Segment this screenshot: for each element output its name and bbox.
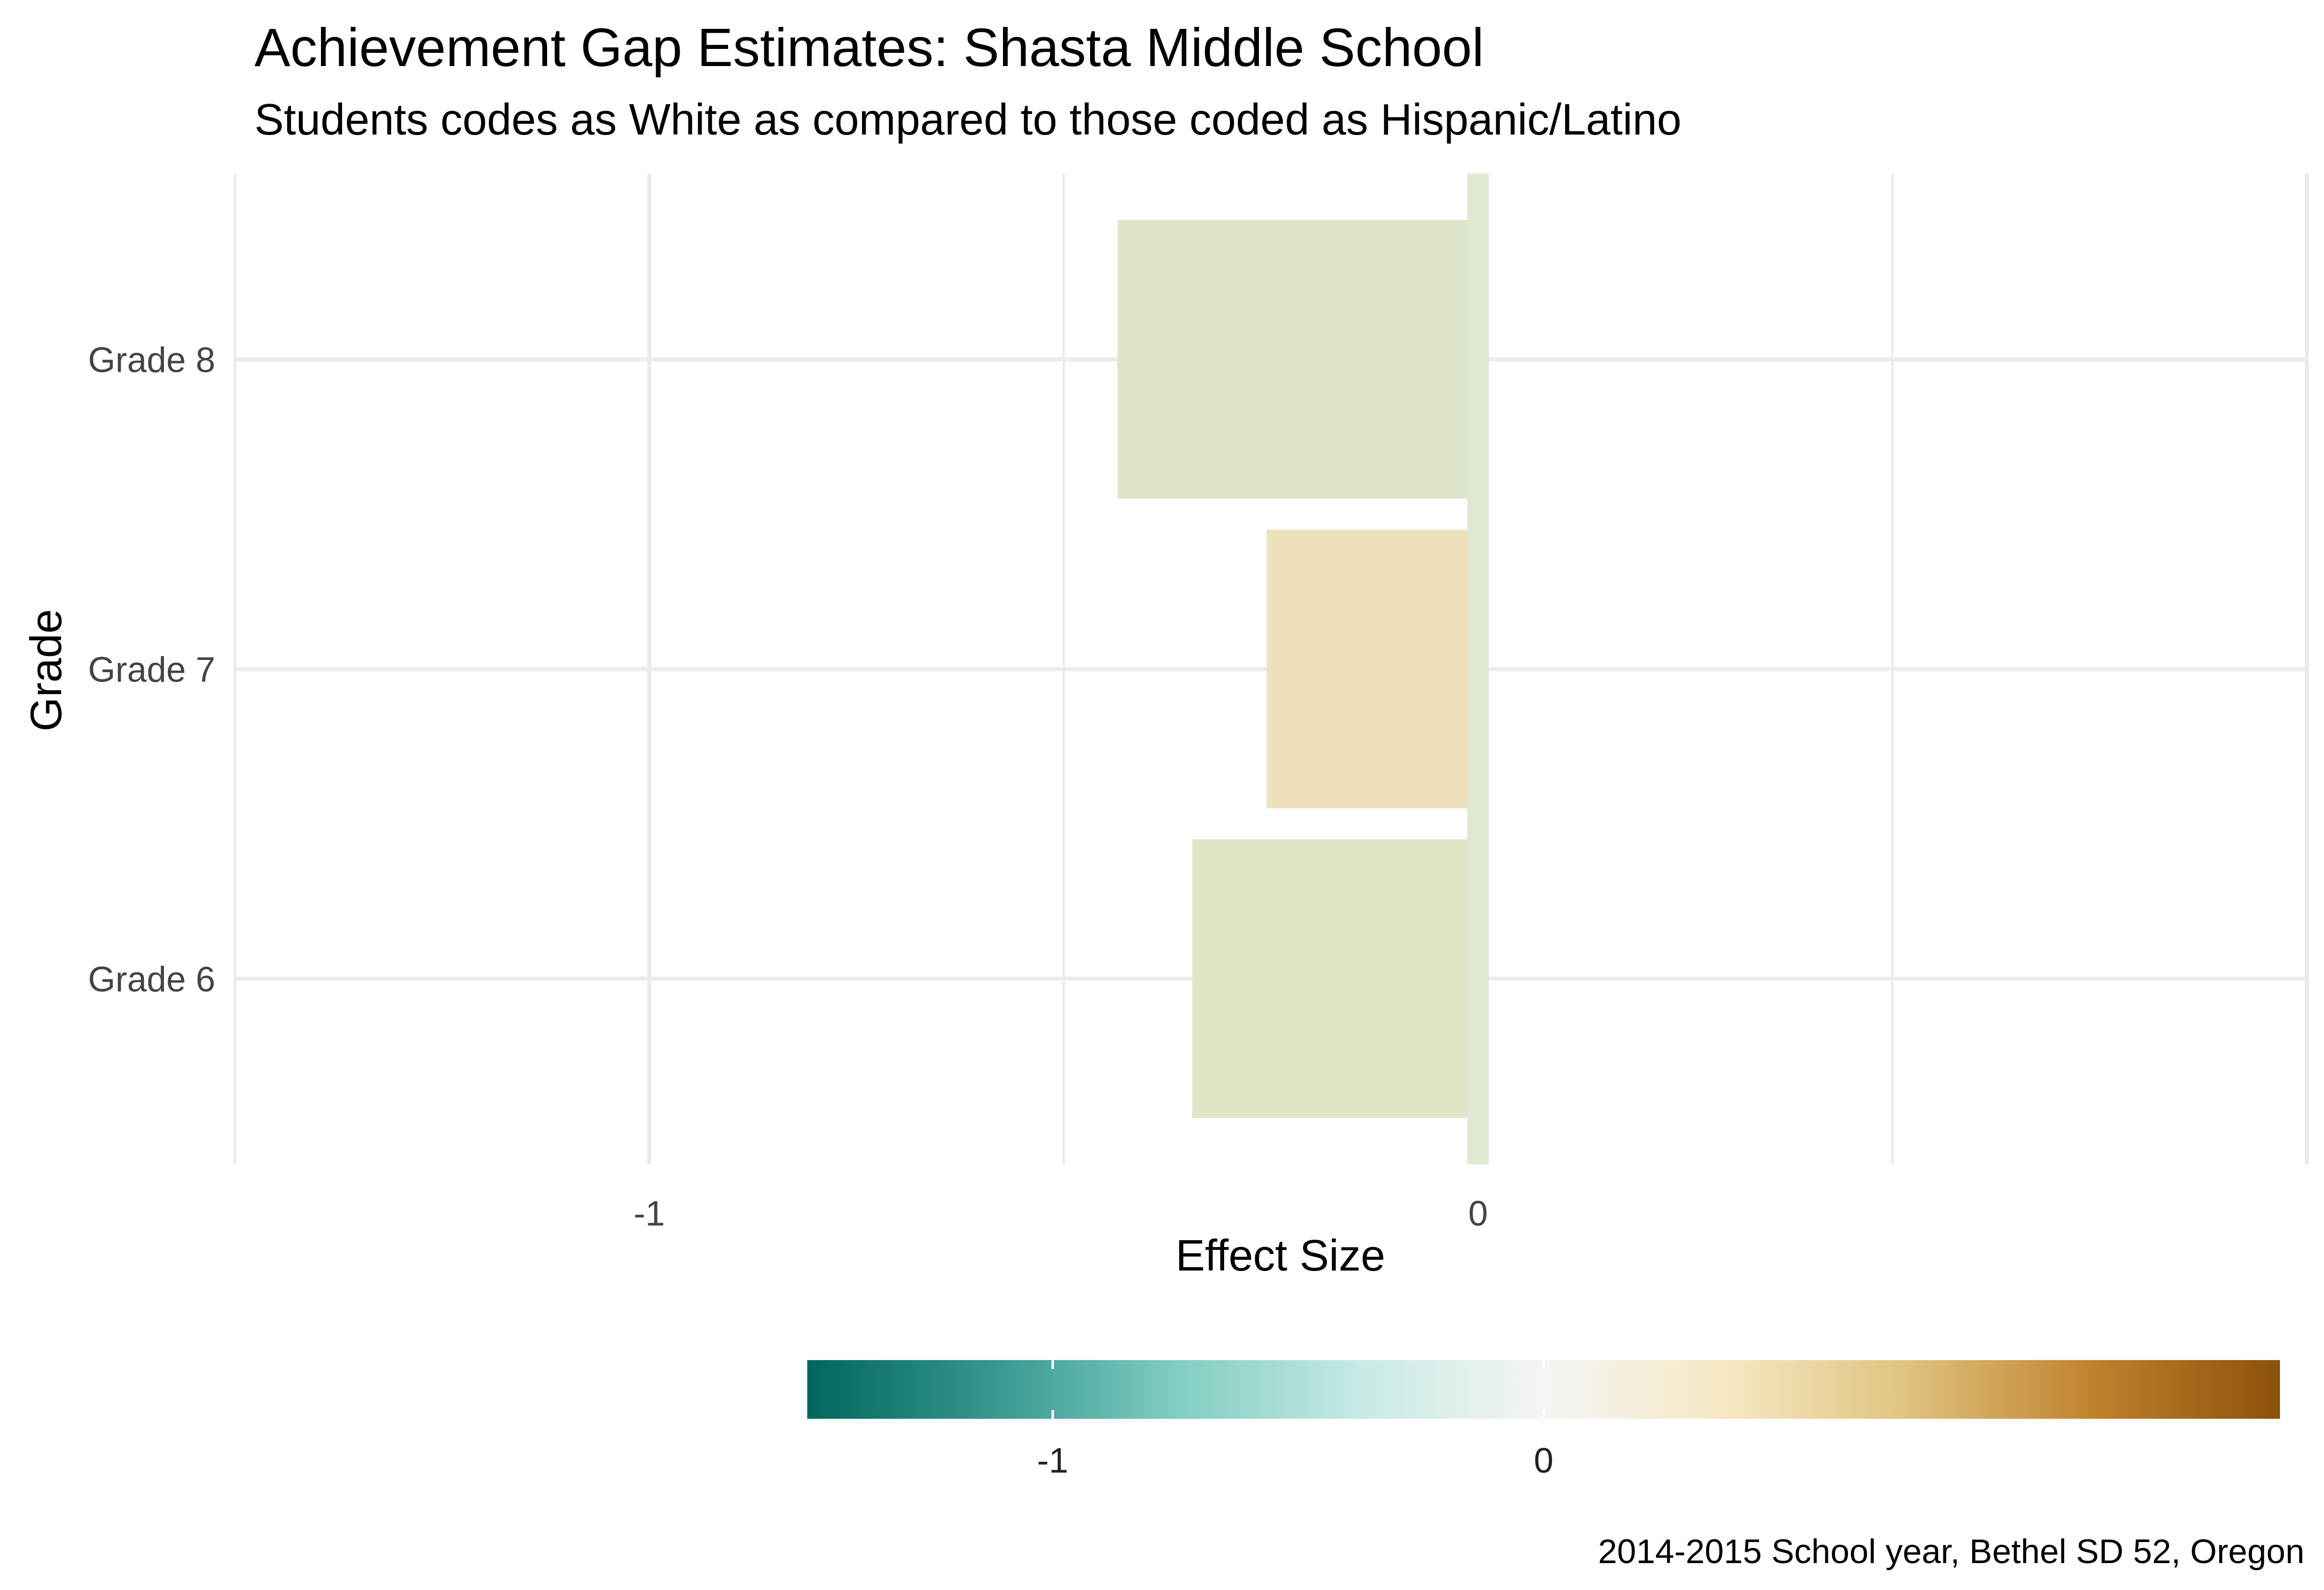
chart-caption: 2014-2015 School year, Bethel SD 52, Ore… xyxy=(1598,1532,2304,1570)
chart-subtitle: Students codes as White as compared to t… xyxy=(254,95,1682,144)
y-tick-labels: Grade 6 Grade 7 Grade 8 xyxy=(88,341,215,999)
y-tick-label: Grade 6 xyxy=(88,960,215,999)
chart-title: Achievement Gap Estimates: Shasta Middle… xyxy=(254,18,1484,78)
reference-line-group xyxy=(1467,174,1489,1164)
legend: -1 0 xyxy=(807,1360,2280,1480)
y-tick-label: Grade 7 xyxy=(88,651,215,690)
bar xyxy=(1267,529,1478,809)
y-tick-label: Grade 8 xyxy=(88,341,215,380)
legend-tick-label: -1 xyxy=(1037,1441,1069,1480)
legend-tick-label: 0 xyxy=(1534,1441,1553,1480)
legend-ticks: -1 0 xyxy=(1037,1360,1553,1480)
bar xyxy=(1192,839,1478,1118)
x-tick-label: 0 xyxy=(1468,1194,1488,1233)
reference-line xyxy=(1467,174,1489,1164)
x-axis-title: Effect Size xyxy=(1176,1231,1386,1280)
bars xyxy=(1117,220,1478,1118)
x-tick-labels: -1 0 xyxy=(634,1194,1488,1233)
legend-colorbar xyxy=(807,1360,2280,1419)
y-axis-title: Grade xyxy=(22,609,71,731)
x-tick-label: -1 xyxy=(634,1194,665,1233)
bar xyxy=(1117,220,1478,499)
